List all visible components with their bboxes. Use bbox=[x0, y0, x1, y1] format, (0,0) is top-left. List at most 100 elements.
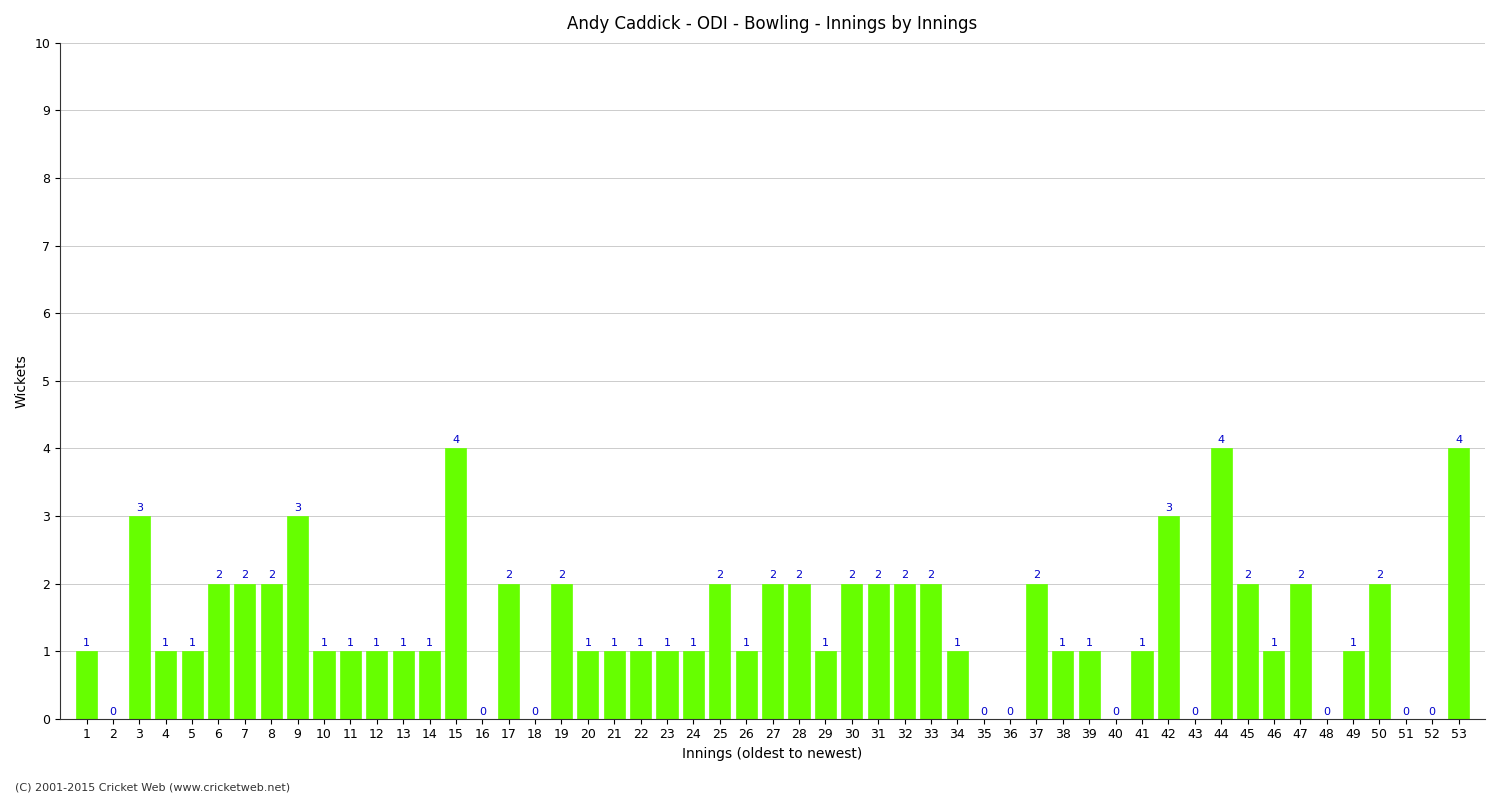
Bar bbox=[1158, 516, 1179, 718]
Bar bbox=[1078, 651, 1100, 718]
Bar bbox=[1342, 651, 1364, 718]
Bar bbox=[286, 516, 308, 718]
Bar bbox=[1026, 583, 1047, 718]
Bar bbox=[129, 516, 150, 718]
Bar bbox=[1053, 651, 1074, 718]
Bar bbox=[789, 583, 810, 718]
Text: 4: 4 bbox=[453, 435, 459, 445]
Bar bbox=[894, 583, 915, 718]
Bar bbox=[419, 651, 440, 718]
Bar bbox=[209, 583, 230, 718]
X-axis label: Innings (oldest to newest): Innings (oldest to newest) bbox=[682, 747, 862, 761]
Bar bbox=[314, 651, 334, 718]
Bar bbox=[234, 583, 255, 718]
Text: 3: 3 bbox=[1166, 502, 1172, 513]
Bar bbox=[1370, 583, 1390, 718]
Bar bbox=[682, 651, 703, 718]
Text: 1: 1 bbox=[1350, 638, 1356, 648]
Bar bbox=[498, 583, 519, 718]
Bar bbox=[710, 583, 730, 718]
Bar bbox=[340, 651, 362, 718]
Bar bbox=[657, 651, 678, 718]
Bar bbox=[1238, 583, 1258, 718]
Text: 0: 0 bbox=[1402, 707, 1410, 718]
Bar bbox=[182, 651, 203, 718]
Text: 2: 2 bbox=[242, 570, 249, 580]
Bar bbox=[762, 583, 783, 718]
Text: 1: 1 bbox=[1138, 638, 1146, 648]
Bar bbox=[815, 651, 836, 718]
Bar bbox=[261, 583, 282, 718]
Text: 0: 0 bbox=[478, 707, 486, 718]
Text: 2: 2 bbox=[1296, 570, 1304, 580]
Text: 1: 1 bbox=[1059, 638, 1066, 648]
Text: 0: 0 bbox=[1323, 707, 1330, 718]
Bar bbox=[735, 651, 756, 718]
Text: 1: 1 bbox=[82, 638, 90, 648]
Text: (C) 2001-2015 Cricket Web (www.cricketweb.net): (C) 2001-2015 Cricket Web (www.cricketwe… bbox=[15, 782, 290, 792]
Bar bbox=[946, 651, 968, 718]
Text: 1: 1 bbox=[1270, 638, 1278, 648]
Text: 1: 1 bbox=[585, 638, 591, 648]
Bar bbox=[1290, 583, 1311, 718]
Text: 1: 1 bbox=[426, 638, 433, 648]
Bar bbox=[603, 651, 625, 718]
Bar bbox=[1263, 651, 1284, 718]
Text: 2: 2 bbox=[1244, 570, 1251, 580]
Text: 3: 3 bbox=[136, 502, 142, 513]
Bar bbox=[366, 651, 387, 718]
Title: Andy Caddick - ODI - Bowling - Innings by Innings: Andy Caddick - ODI - Bowling - Innings b… bbox=[567, 15, 978, 33]
Text: 2: 2 bbox=[770, 570, 776, 580]
Text: 3: 3 bbox=[294, 502, 302, 513]
Bar bbox=[578, 651, 598, 718]
Text: 2: 2 bbox=[927, 570, 934, 580]
Text: 1: 1 bbox=[638, 638, 644, 648]
Text: 4: 4 bbox=[1455, 435, 1462, 445]
Bar bbox=[630, 651, 651, 718]
Text: 1: 1 bbox=[189, 638, 195, 648]
Bar bbox=[154, 651, 177, 718]
Text: 2: 2 bbox=[214, 570, 222, 580]
Text: 2: 2 bbox=[795, 570, 802, 580]
Bar bbox=[842, 583, 862, 718]
Text: 0: 0 bbox=[1428, 707, 1436, 718]
Text: 2: 2 bbox=[1034, 570, 1040, 580]
Text: 1: 1 bbox=[610, 638, 618, 648]
Text: 0: 0 bbox=[1007, 707, 1014, 718]
Bar bbox=[76, 651, 98, 718]
Text: 2: 2 bbox=[267, 570, 274, 580]
Bar bbox=[1210, 448, 1231, 718]
Text: 1: 1 bbox=[321, 638, 327, 648]
Text: 1: 1 bbox=[1086, 638, 1092, 648]
Text: 2: 2 bbox=[558, 570, 566, 580]
Bar bbox=[446, 448, 466, 718]
Bar bbox=[921, 583, 942, 718]
Bar bbox=[1131, 651, 1152, 718]
Text: 0: 0 bbox=[980, 707, 987, 718]
Text: 0: 0 bbox=[1191, 707, 1198, 718]
Text: 1: 1 bbox=[742, 638, 750, 648]
Text: 0: 0 bbox=[1112, 707, 1119, 718]
Text: 2: 2 bbox=[847, 570, 855, 580]
Bar bbox=[550, 583, 572, 718]
Text: 2: 2 bbox=[1376, 570, 1383, 580]
Text: 1: 1 bbox=[374, 638, 381, 648]
Text: 1: 1 bbox=[954, 638, 962, 648]
Text: 0: 0 bbox=[110, 707, 117, 718]
Y-axis label: Wickets: Wickets bbox=[15, 354, 28, 408]
Text: 2: 2 bbox=[506, 570, 513, 580]
Text: 2: 2 bbox=[902, 570, 908, 580]
Bar bbox=[393, 651, 414, 718]
Bar bbox=[1448, 448, 1468, 718]
Text: 1: 1 bbox=[822, 638, 830, 648]
Text: 1: 1 bbox=[663, 638, 670, 648]
Text: 0: 0 bbox=[531, 707, 538, 718]
Bar bbox=[867, 583, 888, 718]
Text: 1: 1 bbox=[162, 638, 170, 648]
Text: 2: 2 bbox=[716, 570, 723, 580]
Text: 1: 1 bbox=[690, 638, 698, 648]
Text: 2: 2 bbox=[874, 570, 882, 580]
Text: 4: 4 bbox=[1218, 435, 1224, 445]
Text: 1: 1 bbox=[399, 638, 406, 648]
Text: 1: 1 bbox=[346, 638, 354, 648]
